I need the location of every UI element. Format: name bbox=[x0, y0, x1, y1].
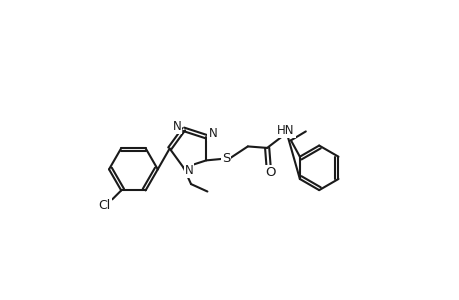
Text: N: N bbox=[184, 164, 193, 177]
Text: N: N bbox=[208, 127, 217, 140]
Text: Cl: Cl bbox=[99, 199, 111, 212]
Text: O: O bbox=[264, 166, 275, 179]
Text: HN: HN bbox=[276, 124, 294, 136]
Text: S: S bbox=[222, 152, 230, 165]
Text: N: N bbox=[172, 120, 181, 133]
